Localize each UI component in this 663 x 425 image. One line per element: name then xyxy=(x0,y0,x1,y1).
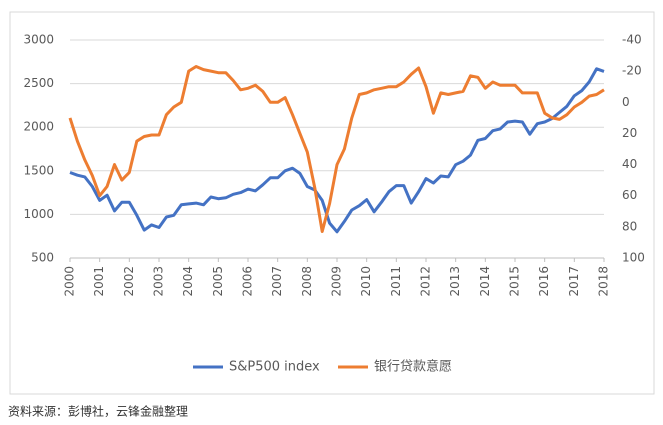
y-tick-label: 1000 xyxy=(23,207,54,221)
x-tick-label: 2011 xyxy=(389,266,403,297)
source-note: 资料来源：彭博社，云锋金融整理 xyxy=(8,404,188,419)
x-tick-label: 2002 xyxy=(122,266,136,297)
x-tick-label: 2012 xyxy=(419,266,433,297)
x-tick-label: 2017 xyxy=(567,266,581,297)
legend-label: S&P500 index xyxy=(229,360,320,375)
y-tick-label: 1500 xyxy=(23,163,54,177)
y-tick-label: 3000 xyxy=(23,33,54,47)
y2-tick-label: -20 xyxy=(622,64,642,78)
series-line xyxy=(68,65,605,233)
x-tick-label: 2015 xyxy=(508,266,522,297)
x-tick-label: 2003 xyxy=(152,266,166,297)
x-tick-label: 2006 xyxy=(241,266,255,297)
x-tick-label: 2007 xyxy=(270,266,284,297)
legend-label: 银行贷款意愿 xyxy=(374,359,452,375)
y2-tick-label: -40 xyxy=(622,33,642,47)
x-tick-label: 2004 xyxy=(181,266,195,297)
x-tick-label: 2016 xyxy=(537,266,551,297)
x-tick-label: 2013 xyxy=(448,266,462,297)
y2-tick-label: 100 xyxy=(622,251,645,265)
y2-tick-label: 20 xyxy=(622,126,637,140)
y2-tick-label: 80 xyxy=(622,219,637,233)
x-tick-label: 2005 xyxy=(211,266,225,297)
x-tick-label: 2001 xyxy=(92,266,106,297)
x-tick-label: 2000 xyxy=(63,266,77,297)
y-tick-label: 500 xyxy=(31,251,54,265)
y-tick-label: 2000 xyxy=(23,120,54,134)
y2-tick-label: 0 xyxy=(622,95,630,109)
x-tick-label: 2014 xyxy=(478,266,492,297)
chart-frame xyxy=(9,11,655,395)
y-tick-label: 2500 xyxy=(23,76,54,90)
x-tick-label: 2018 xyxy=(597,266,611,297)
x-tick-label: 2009 xyxy=(330,266,344,297)
y2-tick-label: 60 xyxy=(622,188,637,202)
series-line xyxy=(69,67,605,234)
x-tick-label: 2008 xyxy=(300,266,314,297)
y2-tick-label: 40 xyxy=(622,157,637,171)
x-tick-label: 2010 xyxy=(359,266,373,297)
